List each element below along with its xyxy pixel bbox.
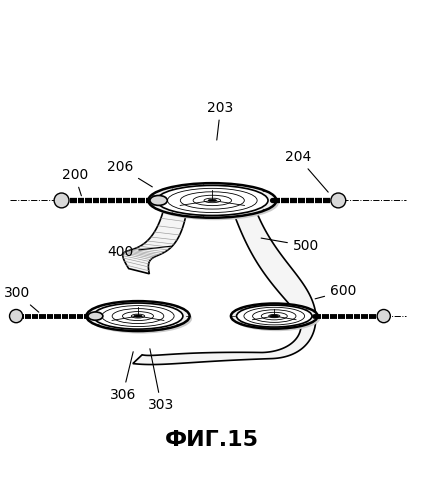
Ellipse shape [208, 200, 217, 202]
Ellipse shape [93, 303, 183, 329]
Circle shape [377, 310, 390, 322]
Ellipse shape [236, 305, 312, 327]
Ellipse shape [151, 186, 279, 220]
Text: 206: 206 [107, 160, 152, 187]
Ellipse shape [157, 186, 268, 216]
Ellipse shape [233, 306, 320, 331]
Polygon shape [133, 200, 316, 364]
Text: 204: 204 [285, 150, 328, 192]
Text: 300: 300 [4, 286, 39, 312]
Text: 200: 200 [62, 168, 88, 196]
Text: 600: 600 [315, 284, 357, 299]
Ellipse shape [150, 196, 168, 205]
Text: 203: 203 [207, 100, 233, 140]
Ellipse shape [86, 301, 190, 331]
Text: ФИГ.15: ФИГ.15 [165, 430, 259, 450]
Ellipse shape [231, 304, 318, 328]
Ellipse shape [270, 315, 278, 318]
Circle shape [54, 193, 69, 208]
Ellipse shape [89, 304, 192, 334]
Ellipse shape [148, 183, 276, 218]
Text: 400: 400 [107, 245, 171, 259]
Circle shape [10, 310, 23, 322]
Ellipse shape [134, 315, 142, 318]
Text: 500: 500 [261, 238, 319, 253]
Polygon shape [123, 198, 188, 274]
Ellipse shape [88, 312, 103, 320]
Text: 306: 306 [110, 352, 136, 402]
Text: 303: 303 [148, 349, 174, 412]
Circle shape [331, 193, 346, 208]
